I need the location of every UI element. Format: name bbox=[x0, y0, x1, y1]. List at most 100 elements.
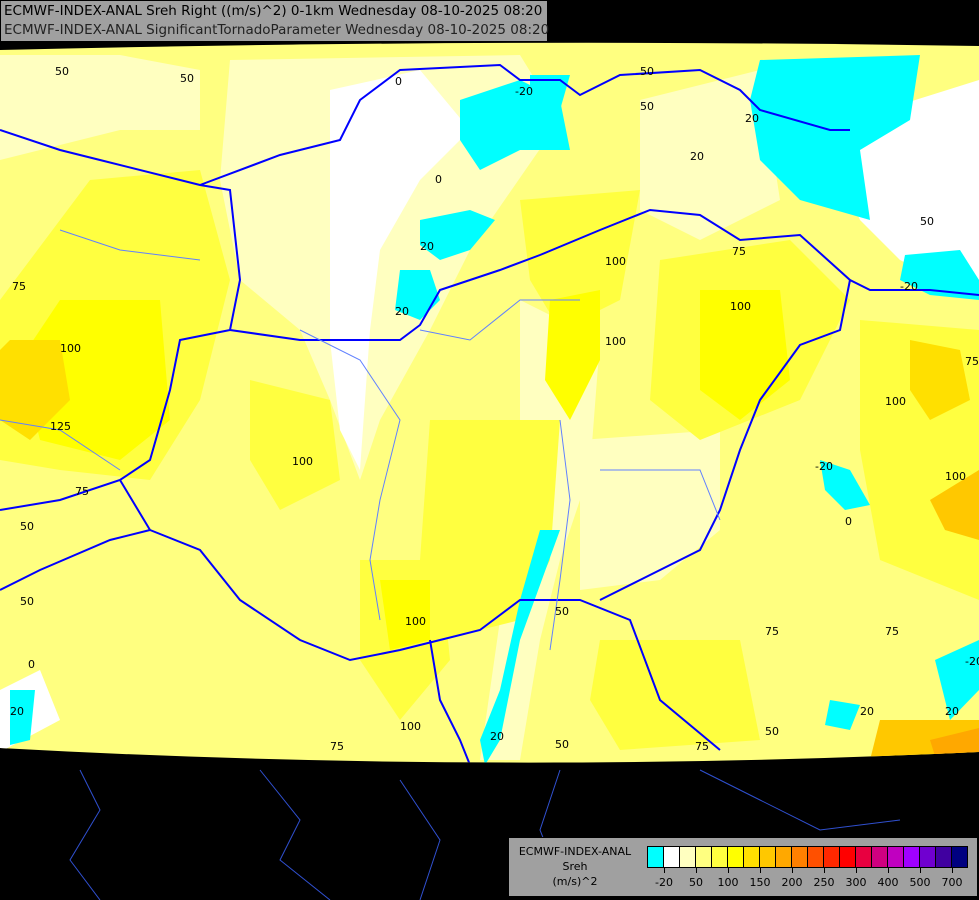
contour-label: 75 bbox=[765, 625, 779, 638]
country-border bbox=[599, 279, 851, 601]
sreh-contour-region bbox=[0, 340, 70, 440]
contour-label: 50 bbox=[640, 65, 654, 78]
legend-swatch bbox=[920, 847, 936, 867]
river bbox=[299, 329, 401, 621]
sreh-contour-region bbox=[0, 55, 200, 160]
contour-label: 50 bbox=[20, 595, 34, 608]
legend-colorbar bbox=[647, 846, 968, 868]
sreh-contour-region bbox=[530, 75, 570, 110]
contour-label: 100 bbox=[292, 455, 313, 468]
sreh-contour-region bbox=[395, 270, 440, 320]
legend-tick-mark bbox=[952, 868, 953, 873]
legend-tick-mark bbox=[760, 868, 761, 873]
sreh-contour-region bbox=[900, 250, 979, 300]
sreh-contour-region bbox=[910, 340, 970, 420]
sreh-contour-region bbox=[935, 640, 979, 720]
legend-swatch bbox=[840, 847, 856, 867]
outside-boundary-line bbox=[399, 779, 441, 900]
outside-boundary-line bbox=[259, 769, 331, 900]
contour-label: 100 bbox=[605, 255, 626, 268]
contour-label: 0 bbox=[395, 75, 402, 88]
legend-tick-mark bbox=[856, 868, 857, 873]
sreh-contour-region bbox=[640, 70, 780, 240]
contour-label: 100 bbox=[945, 470, 966, 483]
contour-label: 20 bbox=[860, 705, 874, 718]
contour-label: 75 bbox=[12, 280, 26, 293]
contour-label: 20 bbox=[945, 705, 959, 718]
legend-tick-mark bbox=[696, 868, 697, 873]
legend-tick-mark bbox=[824, 868, 825, 873]
contour-label: 50 bbox=[640, 100, 654, 113]
contour-label: 100 bbox=[60, 342, 81, 355]
legend-tick-label: 250 bbox=[813, 876, 835, 889]
legend-tick-label: 200 bbox=[781, 876, 803, 889]
legend-tick-label: 150 bbox=[749, 876, 771, 889]
title-line-2: ECMWF-INDEX-ANAL SignificantTornadoParam… bbox=[4, 22, 550, 38]
sreh-contour-region bbox=[10, 690, 35, 745]
legend-tick-mark bbox=[888, 868, 889, 873]
contour-label: 20 bbox=[10, 705, 24, 718]
contour-label: 0 bbox=[435, 173, 442, 186]
contour-label: 75 bbox=[75, 485, 89, 498]
country-border bbox=[429, 639, 471, 763]
legend-label: ECMWF-INDEX-ANAL Sreh (m/s)^2 bbox=[511, 844, 639, 889]
contour-label: 20 bbox=[745, 112, 759, 125]
sreh-contour-region bbox=[590, 640, 760, 750]
river bbox=[0, 419, 121, 471]
contour-label: 50 bbox=[765, 725, 779, 738]
legend-tick-label: 50 bbox=[689, 876, 703, 889]
legend-tick-label: 100 bbox=[717, 876, 739, 889]
country-border bbox=[229, 208, 979, 341]
contour-label: 100 bbox=[400, 720, 421, 733]
sreh-contour-region bbox=[330, 70, 470, 470]
river bbox=[600, 469, 721, 521]
contour-label: 75 bbox=[695, 740, 709, 753]
legend-swatch bbox=[744, 847, 760, 867]
contour-label: 100 bbox=[605, 335, 626, 348]
legend-swatch bbox=[936, 847, 952, 867]
country-border bbox=[199, 63, 850, 186]
contour-label: 20 bbox=[490, 730, 504, 743]
legend-swatch bbox=[760, 847, 776, 867]
contour-label: 50 bbox=[555, 738, 569, 751]
contour-label: 125 bbox=[50, 420, 71, 433]
contour-label: -20 bbox=[900, 280, 918, 293]
sreh-contour-region bbox=[380, 580, 430, 650]
sreh-contour-region bbox=[420, 210, 495, 260]
legend-swatch bbox=[712, 847, 728, 867]
legend-swatch bbox=[696, 847, 712, 867]
contour-label: -20 bbox=[815, 460, 833, 473]
contour-label: 100 bbox=[405, 615, 426, 628]
outside-boundary-line bbox=[699, 769, 901, 831]
contour-label: 100 bbox=[730, 300, 751, 313]
legend-swatch bbox=[872, 847, 888, 867]
contour-label: 20 bbox=[420, 240, 434, 253]
legend-tick-mark bbox=[664, 868, 665, 873]
country-border bbox=[119, 479, 721, 751]
map-title: ECMWF-INDEX-ANAL Sreh Right ((m/s)^2) 0-… bbox=[0, 0, 550, 42]
contour-label: 75 bbox=[330, 740, 344, 753]
legend-swatch bbox=[808, 847, 824, 867]
sreh-contour-region bbox=[545, 290, 600, 420]
contour-label: -20 bbox=[515, 85, 533, 98]
contour-label: 20 bbox=[395, 305, 409, 318]
sreh-contour-region bbox=[930, 728, 979, 756]
sreh-contour-region bbox=[700, 290, 790, 420]
legend-swatch bbox=[728, 847, 744, 867]
contour-label: 75 bbox=[885, 625, 899, 638]
legend-tick-label: 400 bbox=[877, 876, 899, 889]
country-border bbox=[0, 529, 151, 591]
legend-variable: Sreh bbox=[562, 860, 588, 873]
river bbox=[419, 299, 580, 341]
legend-model: ECMWF-INDEX-ANAL bbox=[518, 845, 632, 858]
sreh-contour-region bbox=[825, 700, 860, 730]
sreh-contour-region bbox=[250, 380, 340, 510]
contour-label: 0 bbox=[28, 658, 35, 671]
river bbox=[59, 229, 201, 261]
legend-unit: (m/s)^2 bbox=[552, 875, 598, 888]
color-legend: ECMWF-INDEX-ANAL Sreh (m/s)^2 -20 50 100 15… bbox=[508, 837, 978, 897]
sreh-contour-region bbox=[930, 470, 979, 540]
